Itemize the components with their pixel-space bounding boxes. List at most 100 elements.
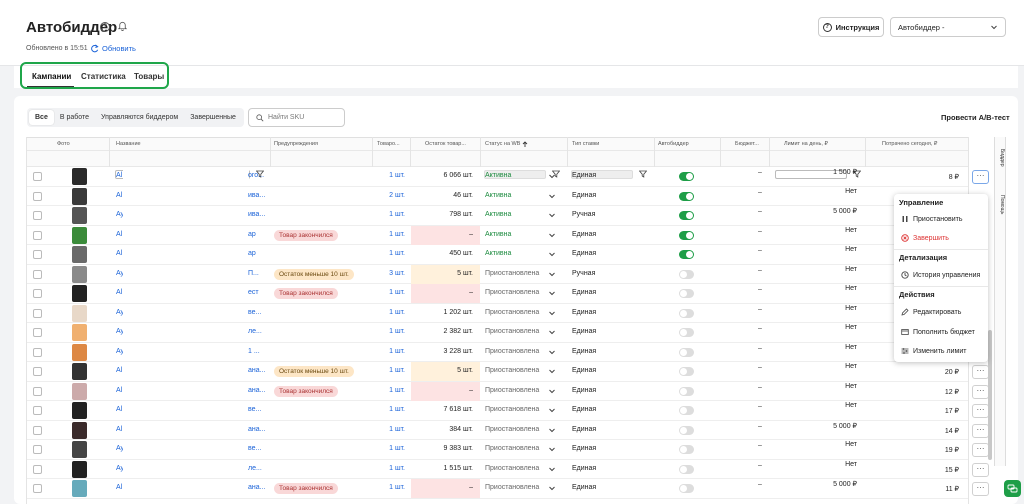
product-name-link[interactable]: Al [116, 367, 123, 374]
items-count-link[interactable]: 1 шт. [389, 425, 405, 433]
sku-search[interactable]: Найти SKU [248, 108, 345, 127]
tab-products[interactable]: Товары [134, 72, 165, 81]
chat-button[interactable] [1004, 480, 1021, 497]
chevron-down-icon[interactable] [548, 367, 556, 375]
tab-campaigns[interactable]: Кампании [32, 72, 72, 81]
menu-history[interactable]: История управления [901, 271, 980, 279]
product-name-link[interactable]: Al [116, 406, 123, 413]
row-checkbox[interactable] [33, 308, 42, 318]
row-checkbox[interactable] [33, 289, 42, 298]
autobidder-toggle[interactable] [679, 211, 694, 220]
chevron-down-icon[interactable] [548, 426, 556, 434]
col-status[interactable]: Статус на WB [485, 141, 521, 147]
more-button[interactable]: ··· [972, 365, 989, 379]
chevron-down-icon[interactable] [548, 211, 556, 219]
autobidder-toggle[interactable] [679, 269, 694, 279]
row-checkbox[interactable] [33, 367, 42, 376]
chevron-down-icon[interactable] [548, 172, 556, 180]
product-name-tail[interactable]: ве... [248, 308, 262, 316]
autobidder-toggle[interactable] [679, 250, 694, 259]
autobidder-toggle[interactable] [679, 445, 694, 454]
product-name-link[interactable]: Al [116, 230, 123, 238]
product-name-tail[interactable]: ве... [248, 445, 262, 452]
row-checkbox[interactable] [33, 464, 42, 474]
chevron-down-icon[interactable] [548, 348, 556, 356]
sort-up-icon[interactable] [522, 141, 528, 148]
filter-managed[interactable]: Управляются биддером [101, 114, 179, 121]
product-name-tail[interactable]: 1 ... [248, 347, 260, 355]
status-select[interactable]: Приостановлена [485, 445, 540, 452]
filter-finished[interactable]: Завершенные [190, 114, 236, 121]
autobidder-toggle[interactable] [679, 347, 694, 357]
autobidder-toggle[interactable] [679, 386, 694, 396]
items-count-link[interactable]: 1 шт. [389, 406, 405, 413]
product-name-link[interactable]: Ay [116, 269, 125, 277]
tab-statistics[interactable]: Статистика [81, 72, 126, 81]
rate-filter-input[interactable] [571, 170, 633, 179]
more-button[interactable]: ··· [972, 404, 989, 418]
side-tab-bidder[interactable]: Биддер [999, 149, 1005, 167]
chevron-down-icon[interactable] [548, 250, 556, 258]
row-checkbox[interactable] [33, 269, 42, 279]
product-name-tail[interactable]: ар [248, 250, 256, 257]
product-name-tail[interactable]: П... [248, 269, 259, 277]
product-name-link[interactable]: Al [116, 250, 123, 257]
product-name-tail[interactable]: ле... [248, 464, 262, 472]
chevron-down-icon[interactable] [548, 484, 556, 492]
items-count-link[interactable]: 1 шт. [389, 211, 405, 218]
autobidder-toggle[interactable] [679, 406, 694, 415]
more-button[interactable]: ··· [972, 482, 989, 496]
product-name-link[interactable]: Ay [116, 211, 125, 218]
menu-pause[interactable]: Приостановить [901, 215, 963, 223]
product-name-link[interactable]: Ay [116, 308, 125, 316]
row-checkbox[interactable] [33, 191, 42, 201]
product-name-tail[interactable]: ест [248, 289, 259, 296]
funnel-icon[interactable] [639, 170, 647, 178]
row-checkbox[interactable] [33, 230, 42, 240]
row-checkbox[interactable] [33, 211, 42, 220]
row-checkbox[interactable] [33, 347, 42, 357]
more-button[interactable]: ··· [972, 443, 989, 457]
row-checkbox[interactable] [33, 484, 42, 493]
chevron-down-icon[interactable] [548, 231, 556, 239]
product-name-link[interactable]: Ay [116, 464, 125, 472]
row-checkbox[interactable] [33, 386, 42, 396]
autobidder-toggle[interactable] [679, 464, 694, 474]
product-name-tail[interactable]: ива... [248, 191, 266, 199]
status-select[interactable]: Приостановлена [485, 484, 540, 491]
product-name-tail[interactable]: ле... [248, 328, 262, 335]
items-count-link[interactable]: 1 шт. [389, 464, 405, 472]
product-name-link[interactable]: Al [116, 386, 123, 394]
row-checkbox[interactable] [33, 445, 42, 454]
more-button[interactable]: ··· [972, 384, 989, 399]
row-checkbox[interactable] [33, 328, 42, 337]
status-select[interactable]: Приостановлена [485, 328, 540, 335]
chevron-down-icon[interactable] [548, 387, 556, 395]
instruction-button[interactable]: ? Инструкция [818, 17, 884, 37]
row-checkbox[interactable] [33, 250, 42, 259]
chevron-down-icon[interactable] [548, 192, 556, 200]
menu-finish[interactable]: Завершить [901, 234, 949, 242]
items-count-link[interactable]: 1 шт. [389, 308, 405, 316]
autobidder-toggle[interactable] [679, 367, 694, 376]
product-name-tail[interactable]: ана... [248, 367, 266, 374]
status-select[interactable]: Активна [485, 191, 512, 199]
side-tab-help[interactable]: Помощь [999, 195, 1005, 215]
autobidder-toggle[interactable] [679, 328, 694, 337]
filter-all[interactable]: Все [29, 110, 54, 125]
product-name-tail[interactable]: ана... [248, 484, 266, 491]
status-select[interactable]: Активна [485, 230, 512, 238]
status-select[interactable]: Приостановлена [485, 386, 540, 394]
chevron-down-icon[interactable] [548, 406, 556, 414]
product-name-tail[interactable]: ана... [248, 425, 266, 433]
items-count-link[interactable]: 1 шт. [389, 347, 405, 355]
status-select[interactable]: Активна [485, 211, 512, 218]
product-name-link[interactable]: Al [116, 484, 123, 491]
product-name-link[interactable]: Ay [116, 328, 125, 335]
items-count-link[interactable]: 1 шт. [389, 484, 405, 491]
autobidder-toggle[interactable] [679, 191, 694, 201]
product-name-link[interactable]: Al [116, 172, 123, 179]
chevron-down-icon[interactable] [548, 445, 556, 453]
product-name-tail[interactable]: ого... [248, 172, 265, 179]
status-filter-input[interactable] [484, 170, 546, 179]
